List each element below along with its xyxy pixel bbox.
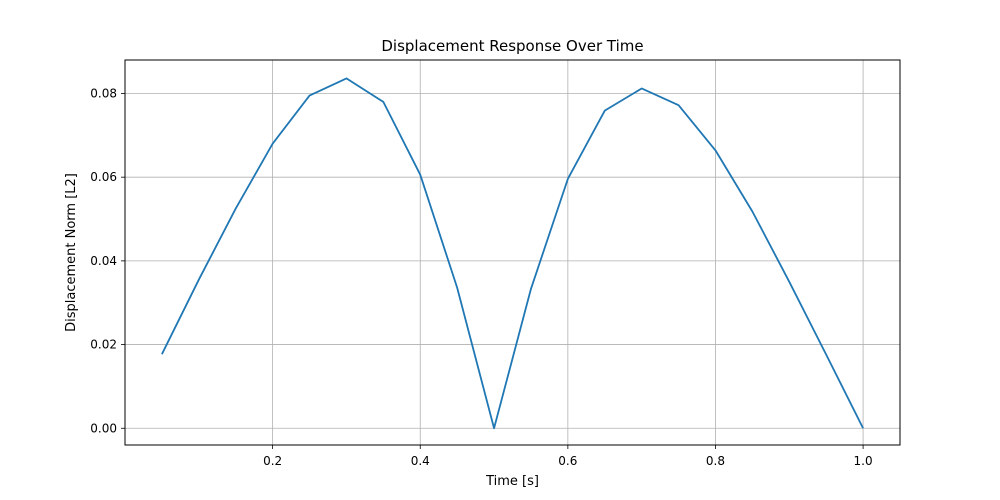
y-axis-label: Displacement Norm [L2]	[64, 173, 79, 332]
y-tick-label: 0.02	[90, 338, 117, 352]
x-tick-label: 0.8	[706, 454, 725, 468]
x-axis-label: Time [s]	[485, 474, 539, 489]
x-tick-label: 1.0	[854, 454, 873, 468]
y-tick-label: 0.04	[90, 254, 117, 268]
series-layer	[161, 77, 864, 430]
y-tick-label: 0.06	[90, 170, 117, 184]
x-tick-label: 0.4	[411, 454, 430, 468]
chart-title: Displacement Response Over Time	[381, 37, 643, 55]
tick-layer: 0.2 0.4 0.6 0.8 1.0 0.00 0.02 0.04 0.06 0.08	[90, 86, 872, 468]
y-tick-label: 0.00	[90, 421, 117, 435]
series-line-0	[161, 77, 864, 430]
plot-frame	[124, 59, 901, 446]
grid-layer	[125, 60, 900, 445]
x-tick-label: 0.2	[263, 454, 282, 468]
y-tick-label: 0.08	[90, 86, 117, 100]
x-tick-label: 0.6	[558, 454, 577, 468]
